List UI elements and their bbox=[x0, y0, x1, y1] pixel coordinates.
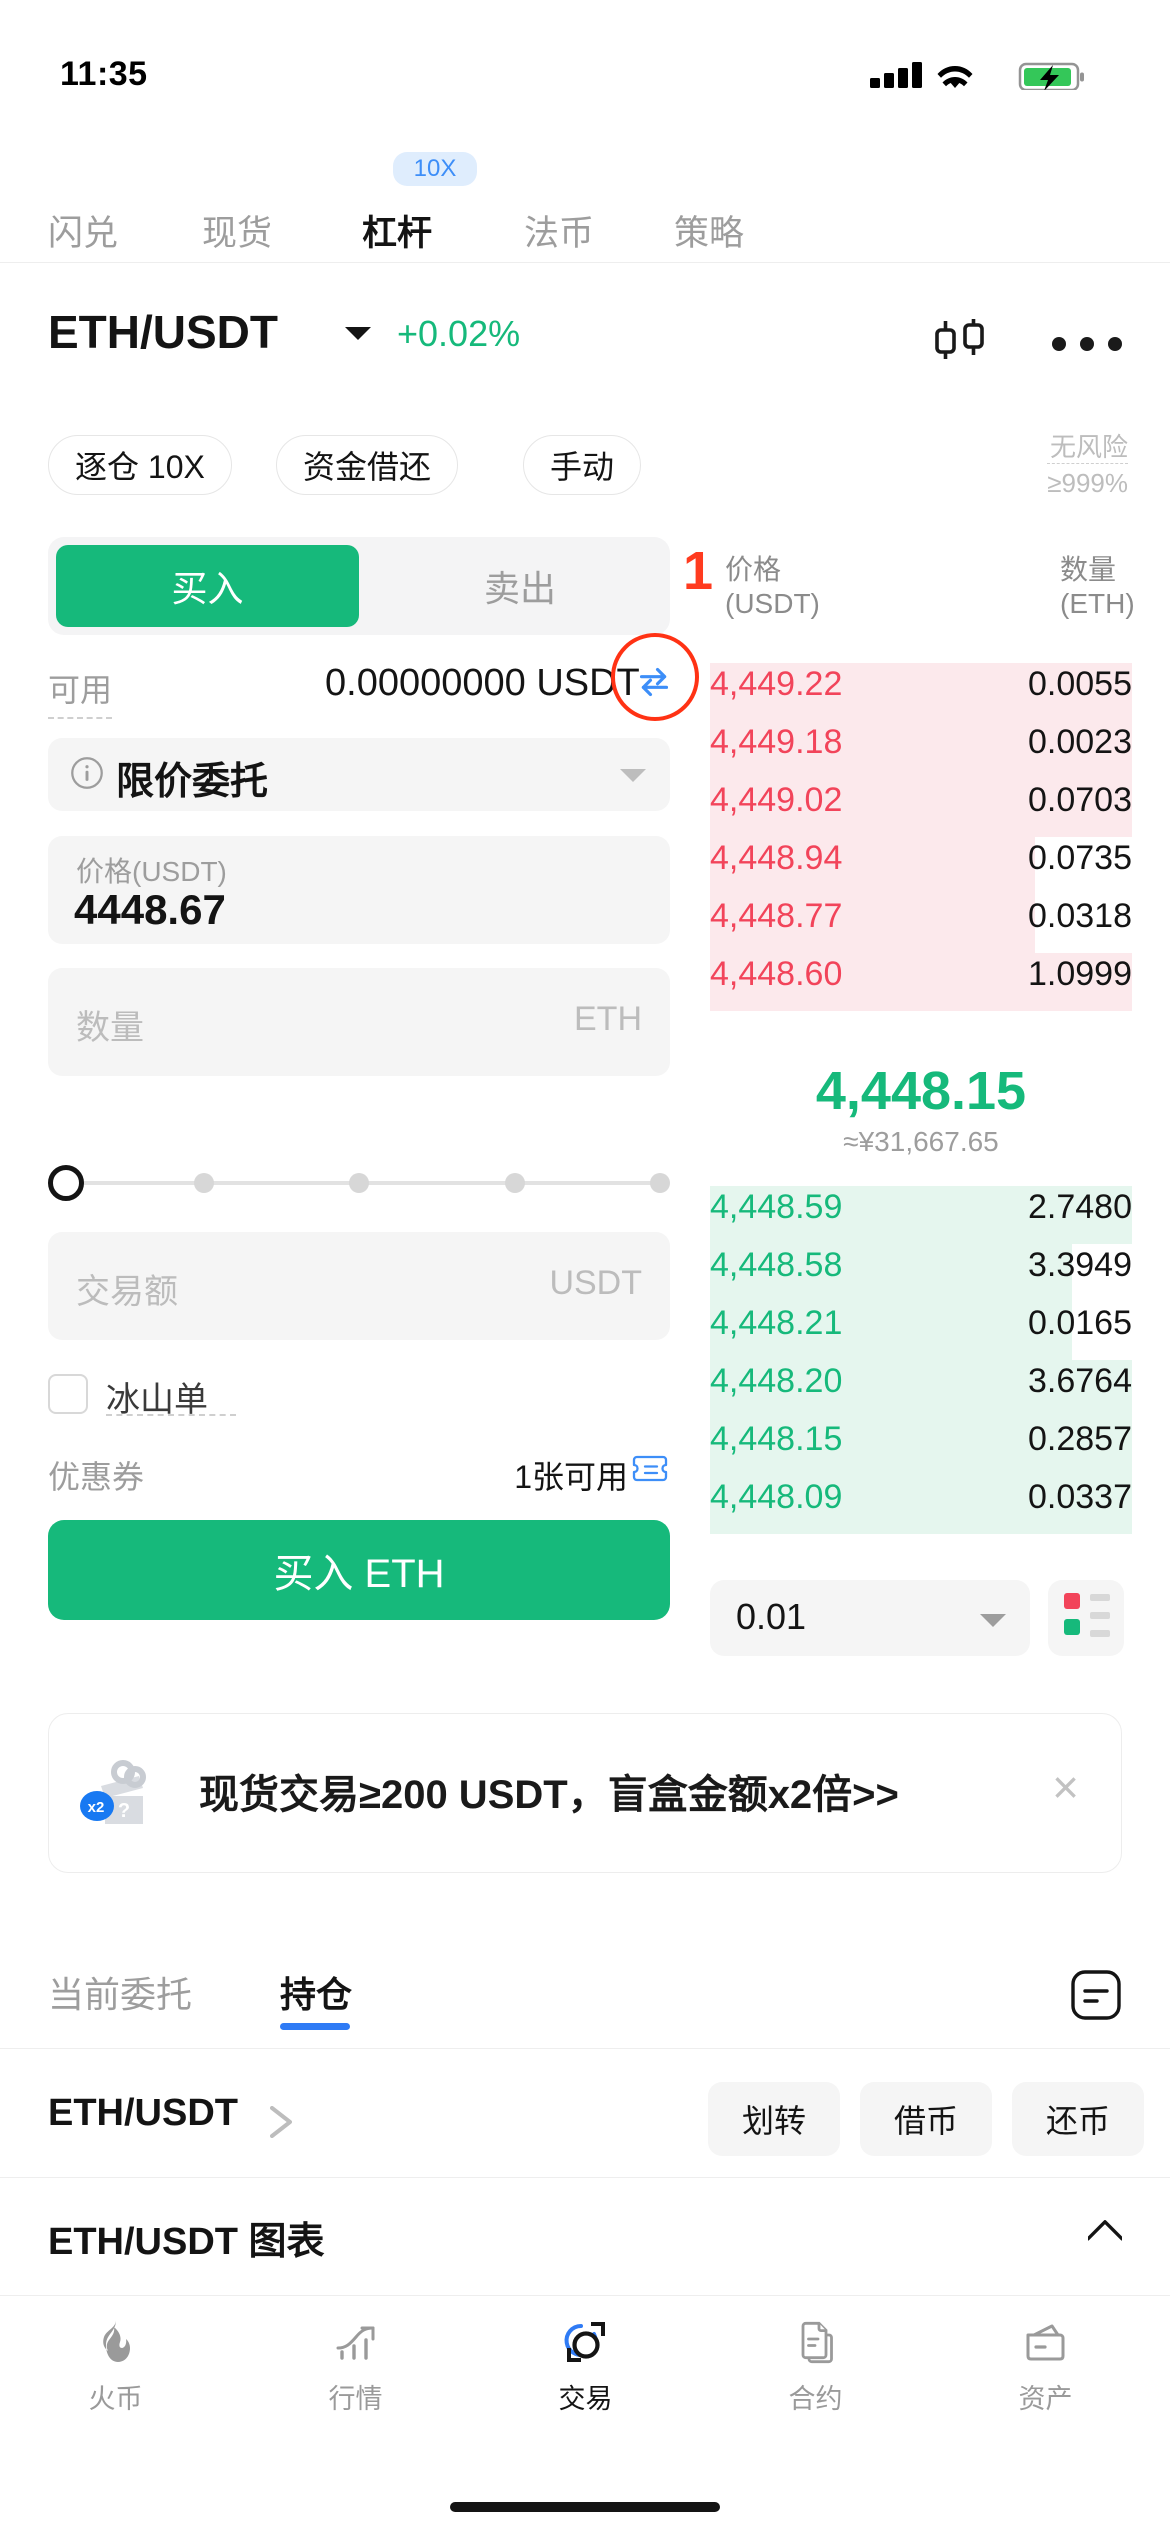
svg-text:?: ? bbox=[118, 1800, 130, 1822]
svg-text:x2: x2 bbox=[88, 1799, 105, 1816]
